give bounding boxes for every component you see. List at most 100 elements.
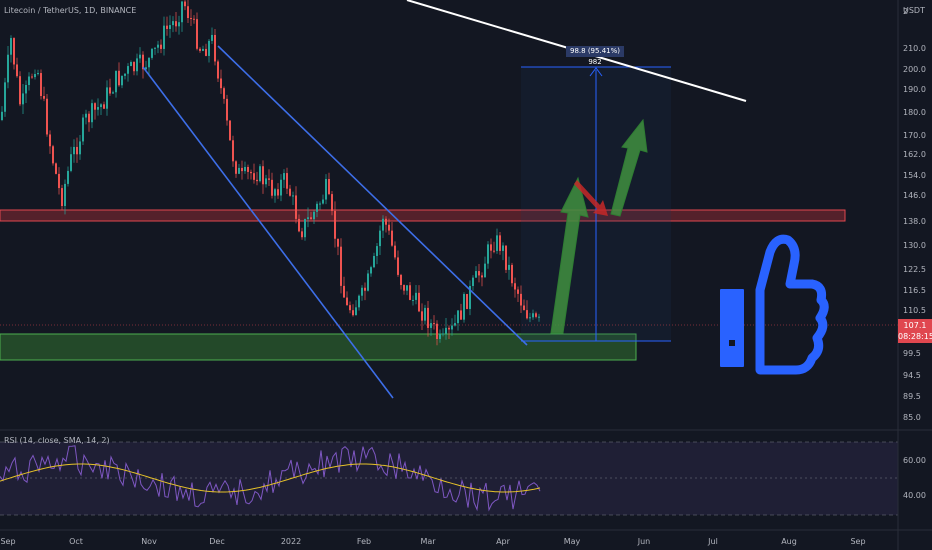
measure-label: 98.8 (95.41%) 982	[566, 46, 624, 66]
candle-body	[484, 263, 486, 278]
candle-body	[136, 58, 138, 72]
candle-body	[424, 307, 426, 321]
candle-body	[430, 323, 432, 328]
candle-body	[301, 231, 303, 238]
candle-body	[265, 178, 267, 185]
price-tick-label: 162.0	[903, 150, 926, 159]
candles-group	[1, 0, 540, 346]
channel-lower-line[interactable]	[142, 66, 394, 399]
candle-body	[355, 307, 357, 316]
candle-body	[340, 246, 342, 286]
candle-body	[433, 323, 435, 325]
candle-body	[463, 294, 465, 320]
candle-body	[415, 292, 417, 300]
candle-body	[130, 62, 132, 67]
candle-body	[298, 218, 300, 232]
candle-body	[208, 40, 210, 56]
candle-body	[250, 171, 252, 174]
candle-body	[487, 244, 489, 264]
candle-body	[304, 219, 306, 238]
candle-body	[76, 146, 78, 155]
green-arrow-up-1[interactable]	[550, 176, 589, 334]
price-tick-label: 190.0	[903, 85, 926, 94]
candle-body	[538, 316, 540, 318]
channel-upper-line[interactable]	[217, 45, 528, 346]
candle-body	[268, 178, 270, 180]
candle-body	[64, 183, 66, 207]
time-tick-label: May	[563, 537, 581, 546]
time-tick-label: Oct	[69, 537, 83, 546]
candle-body	[34, 74, 36, 78]
candle-body	[58, 173, 60, 189]
candle-body	[160, 44, 162, 49]
time-tick-label: Aug	[781, 537, 797, 546]
candle-body	[358, 295, 360, 308]
red-arrow-down[interactable]	[574, 180, 608, 216]
time-tick-label: Sep	[0, 537, 16, 546]
candle-body	[37, 73, 39, 75]
candle-body	[22, 93, 24, 105]
candle-body	[238, 167, 240, 174]
candle-body	[169, 25, 171, 29]
candle-body	[46, 98, 48, 135]
price-tick-label: 200.0	[903, 65, 926, 74]
candle-body	[142, 54, 144, 70]
candle-body	[67, 170, 69, 184]
bar-countdown: 08:28:15	[898, 332, 932, 341]
green-arrow-up-2[interactable]	[610, 118, 648, 217]
price-tick-label: 180.0	[903, 108, 926, 117]
candle-body	[199, 48, 201, 51]
candle-body	[448, 327, 450, 330]
candle-body	[346, 297, 348, 306]
candle-body	[286, 173, 288, 189]
candle-body	[295, 195, 297, 219]
candle-body	[235, 161, 237, 174]
candle-body	[388, 224, 390, 231]
candle-body	[127, 66, 129, 74]
candle-body	[472, 277, 474, 286]
symbol-title[interactable]: Litecoin / TetherUS, 1D, BINANCE	[4, 6, 137, 15]
candle-body	[202, 48, 204, 51]
candle-body	[460, 310, 462, 320]
candle-body	[10, 38, 12, 55]
rsi-line	[0, 445, 541, 512]
candle-body	[412, 299, 414, 301]
candle-body	[232, 140, 234, 162]
support-zone[interactable]	[0, 333, 637, 361]
candle-body	[145, 67, 147, 70]
candle-body	[289, 188, 291, 196]
candle-body	[274, 189, 276, 196]
candle-body	[154, 47, 156, 49]
candle-body	[25, 84, 27, 94]
candle-body	[163, 25, 165, 49]
candle-body	[478, 271, 480, 276]
time-tick-label: Jul	[708, 537, 718, 546]
candle-body	[13, 38, 15, 65]
candle-body	[157, 44, 159, 48]
time-tick-label: Jun	[637, 537, 651, 546]
candle-body	[367, 273, 369, 291]
candle-body	[382, 218, 384, 231]
rsi-indicator-label[interactable]: RSI (14, close, SMA, 14, 2)	[4, 436, 110, 445]
candle-body	[244, 166, 246, 172]
rsi-band	[0, 442, 898, 515]
candle-body	[379, 230, 381, 247]
last-price-value: 107.1	[903, 321, 927, 330]
candle-body	[328, 179, 330, 195]
candle-body	[292, 195, 294, 197]
candle-body	[226, 98, 228, 121]
resistance-zone[interactable]	[0, 209, 846, 222]
candle-body	[334, 210, 336, 239]
candle-body	[280, 179, 282, 196]
candle-body	[442, 333, 444, 335]
candle-body	[175, 21, 177, 27]
candle-body	[313, 211, 315, 220]
candle-body	[349, 305, 351, 311]
candle-body	[52, 146, 54, 164]
time-tick-label: Mar	[420, 537, 436, 546]
candle-body	[325, 179, 327, 200]
price-tick-label: 110.5	[903, 306, 926, 315]
candle-body	[19, 76, 21, 105]
candle-body	[97, 107, 99, 110]
